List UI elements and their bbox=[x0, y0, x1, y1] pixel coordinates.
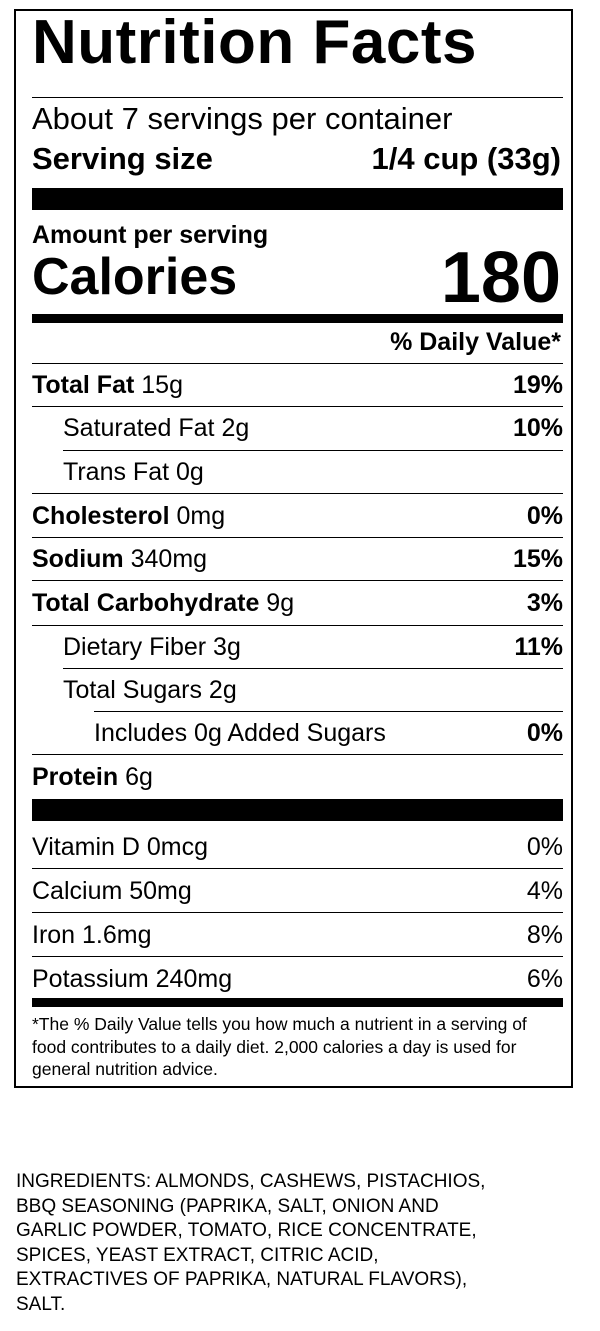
calories-label: Calories bbox=[32, 248, 238, 306]
nutrient-row-dietary-fiber: Dietary Fiber 3g 11% bbox=[32, 626, 563, 668]
divider bbox=[32, 363, 563, 364]
nutrient-row-protein: Protein 6g bbox=[32, 756, 563, 798]
divider bbox=[63, 450, 563, 451]
nutrient-amount: 15g bbox=[141, 371, 183, 399]
nutrient-name: Saturated Fat bbox=[63, 414, 215, 442]
ingredients-line: SPICES, YEAST EXTRACT, CITRIC ACID, bbox=[16, 1244, 379, 1266]
ingredients-line: BBQ SEASONING (PAPRIKA, SALT, ONION AND bbox=[16, 1195, 439, 1217]
divider bbox=[32, 97, 563, 98]
vitamin-label: Calcium 50mg bbox=[32, 877, 192, 905]
nutrient-row-total-sugars: Total Sugars 2g bbox=[32, 669, 563, 711]
vitamin-row-calcium: Calcium 50mg 4% bbox=[32, 870, 563, 913]
medium-divider bbox=[32, 314, 563, 323]
ingredients-line: SALT. bbox=[16, 1293, 66, 1315]
serving-size-label: Serving size bbox=[32, 141, 213, 176]
nutrient-amount: 3g bbox=[213, 633, 241, 661]
vitamin-label: Potassium 240mg bbox=[32, 965, 233, 993]
nutrient-name: Cholesterol bbox=[32, 502, 170, 530]
nutrient-row-saturated-fat: Saturated Fat 2g 10% bbox=[32, 407, 563, 449]
nutrient-row-total-carbohydrate: Total Carbohydrate 9g 3% bbox=[32, 582, 563, 624]
panel-title: Nutrition Facts bbox=[32, 8, 477, 77]
vitamin-label: Iron 1.6mg bbox=[32, 921, 152, 949]
nutrient-name: Sodium bbox=[32, 545, 124, 573]
nutrient-dv: 15% bbox=[512, 545, 563, 573]
nutrient-dv: 3% bbox=[526, 589, 563, 617]
nutrient-amount: 9g bbox=[266, 589, 295, 617]
vitamin-dv: 0% bbox=[526, 833, 563, 861]
nutrient-dv: 0% bbox=[526, 502, 563, 530]
ingredients-line: EXTRACTIVES OF PAPRIKA, NATURAL FLAVORS)… bbox=[16, 1269, 468, 1290]
nutrient-amount: 0g bbox=[176, 458, 204, 486]
nutrient-amount: 2g bbox=[208, 676, 237, 704]
amount-per-serving: Amount per serving bbox=[32, 221, 269, 249]
vitamin-dv: 8% bbox=[526, 921, 563, 949]
divider bbox=[94, 711, 563, 712]
medium-divider bbox=[32, 998, 563, 1007]
thick-divider bbox=[32, 799, 563, 821]
vitamin-dv: 6% bbox=[526, 965, 563, 993]
divider bbox=[32, 625, 563, 626]
nutrient-name: Protein bbox=[32, 763, 119, 791]
nutrient-row-added-sugars: Includes 0g Added Sugars 0% bbox=[32, 712, 563, 755]
thick-divider bbox=[32, 188, 563, 210]
nutrient-row-total-fat: Total Fat 15g 19% bbox=[32, 364, 563, 407]
vitamin-row-potassium: Potassium 240mg 6% bbox=[32, 958, 563, 1000]
nutrient-amount: 2g bbox=[221, 414, 250, 442]
vitamin-label: Vitamin D 0mcg bbox=[32, 833, 208, 861]
nutrient-name: Total Fat bbox=[32, 371, 135, 399]
nutrient-amount: 340mg bbox=[130, 545, 208, 573]
nutrient-amount: 6g bbox=[125, 763, 153, 791]
nutrient-dv: 11% bbox=[514, 633, 563, 661]
nutrient-name: Trans Fat bbox=[63, 458, 170, 486]
vitamin-row-iron: Iron 1.6mg 8% bbox=[32, 914, 563, 957]
divider bbox=[63, 668, 563, 669]
footnote: *The % Daily Value tells you how much a … bbox=[32, 1014, 527, 1079]
serving-size-value: 1/4 cup (33g) bbox=[371, 141, 562, 176]
nutrient-name: Includes 0g Added Sugars bbox=[94, 719, 386, 747]
vitamin-row-vitamin-d: Vitamin D 0mcg 0% bbox=[32, 826, 563, 869]
ingredients-line: INGREDIENTS: ALMONDS, CASHEWS, PISTACHIO… bbox=[16, 1171, 486, 1192]
nutrient-dv: 19% bbox=[512, 371, 563, 399]
nutrient-dv: 0% bbox=[526, 719, 563, 747]
nutrient-name: Total Carbohydrate bbox=[32, 589, 260, 617]
ingredients-list: INGREDIENTS: ALMONDS, CASHEWS, PISTACHIO… bbox=[16, 1170, 591, 1317]
nutrient-row-cholesterol: Cholesterol 0mg 0% bbox=[32, 495, 563, 538]
servings-per-container: About 7 servings per container bbox=[32, 101, 453, 136]
nutrient-name: Dietary Fiber bbox=[63, 633, 207, 661]
nutrient-row-trans-fat: Trans Fat 0g bbox=[32, 451, 563, 494]
nutrient-dv: 10% bbox=[512, 414, 563, 442]
ingredients-line: GARLIC POWDER, TOMATO, RICE CONCENTRATE, bbox=[16, 1220, 477, 1241]
calories-value: 180 bbox=[440, 238, 561, 318]
daily-value-header: % Daily Value* bbox=[390, 328, 561, 356]
nutrition-facts-panel: Nutrition Facts About 7 servings per con… bbox=[14, 8, 573, 1088]
vitamin-dv: 4% bbox=[526, 877, 563, 905]
nutrient-name: Total Sugars bbox=[63, 676, 202, 704]
nutrient-row-sodium: Sodium 340mg 15% bbox=[32, 538, 563, 581]
nutrient-amount: 0mg bbox=[176, 502, 226, 530]
